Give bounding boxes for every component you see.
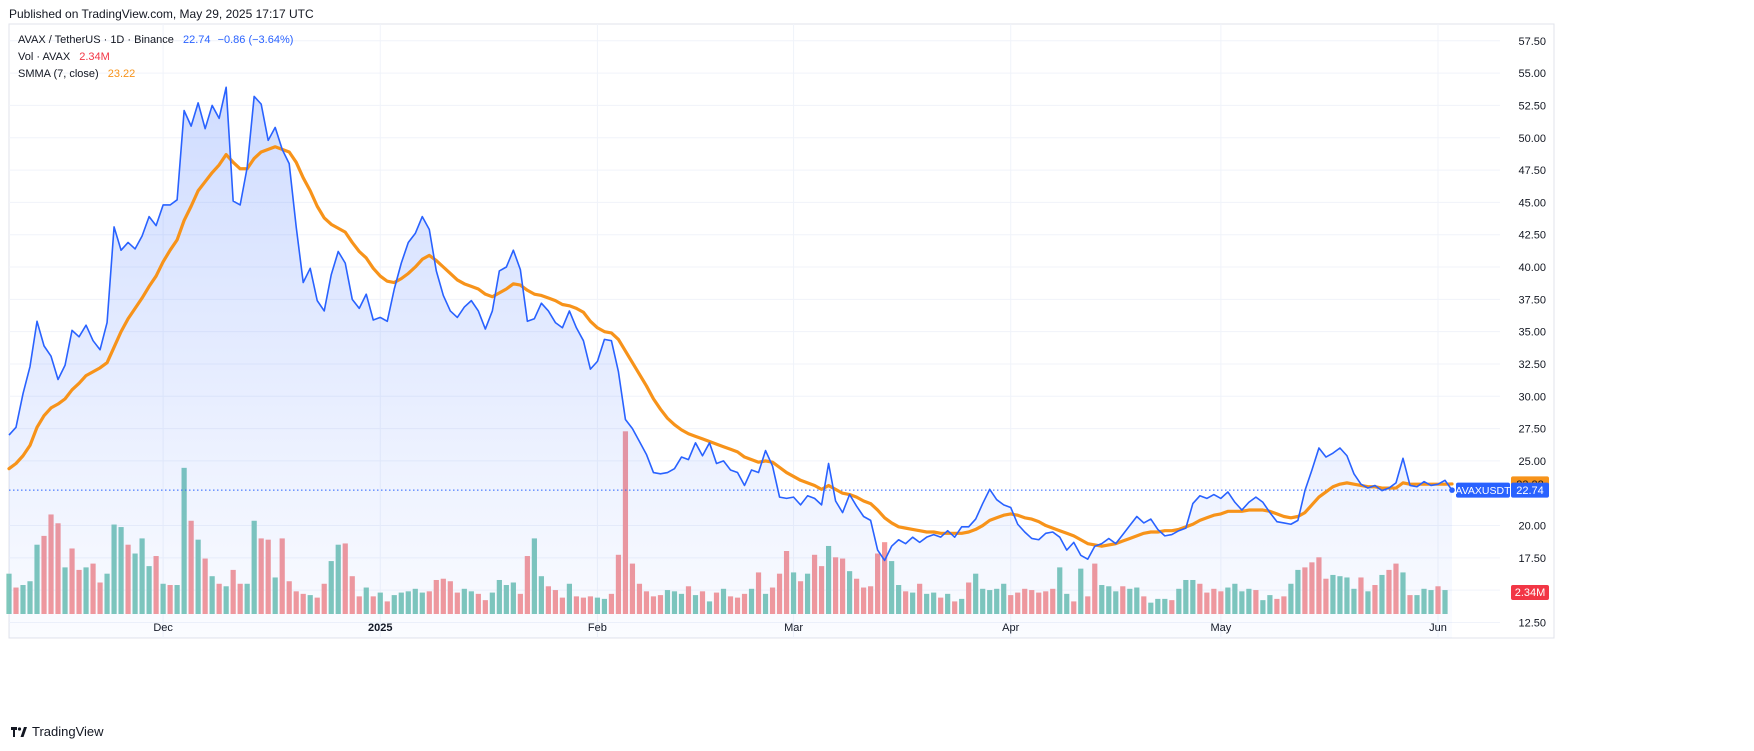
smma-line[interactable] [7,145,1454,548]
legend-main-label: AVAX / TetherUS · 1D · Binance [18,34,174,46]
y-tick-label: 30.00 [1518,391,1546,403]
legend-main-change: −0.86 (−3.64%) [217,34,294,46]
y-tick-label: 35.00 [1518,327,1546,339]
y-tick-label: 20.00 [1518,521,1546,533]
published-header: Published on TradingView.com, May 29, 20… [9,7,314,21]
last-price-badge [1511,482,1549,498]
y-tick-label: 52.50 [1518,100,1546,112]
y-tick-label: 45.00 [1518,197,1546,209]
last-price-text: 22.74 [1516,485,1544,497]
y-tick-label: 47.50 [1518,165,1546,177]
y-tick-label: 50.00 [1518,133,1546,145]
legend-vol-label: Vol · AVAX [18,51,71,63]
tradingview-brand[interactable]: TradingView [11,724,104,739]
legend-smma-value: 23.22 [107,68,136,80]
legend-smma-label: SMMA (7, close) [18,68,99,80]
y-tick-label: 17.50 [1518,553,1546,565]
last-price-dot [1449,487,1455,493]
brand-name: TradingView [32,724,104,739]
y-tick-label: 40.00 [1518,262,1546,274]
y-tick-label: 55.00 [1518,68,1546,80]
y-tick-label: 57.50 [1518,36,1546,48]
symbol-badge-text: AVAXUSDT [1455,485,1511,497]
y-tick-label: 25.00 [1518,456,1546,468]
y-tick-label: 27.50 [1518,424,1546,436]
legend-vol[interactable]: Vol · AVAX 2.34M [18,50,110,64]
volume-value-badge [1511,585,1549,600]
legend-main-price: 22.74 [182,34,211,46]
y-tick-label: 42.50 [1518,230,1546,242]
y-tick-label: 37.50 [1518,294,1546,306]
y-tick-label: 12.50 [1518,617,1546,629]
symbol-badge [1456,482,1510,498]
legend-smma[interactable]: SMMA (7, close) 23.22 [18,67,135,81]
price-area-fill [9,87,1453,639]
volume-value-text: 2.34M [1515,587,1546,599]
legend-vol-value: 2.34M [79,51,110,63]
legend-main[interactable]: AVAX / TetherUS · 1D · Binance 22.74 −0.… [18,33,293,47]
tradingview-logo-icon [11,726,27,737]
price-line[interactable] [8,86,1453,562]
y-tick-label: 32.50 [1518,359,1546,371]
